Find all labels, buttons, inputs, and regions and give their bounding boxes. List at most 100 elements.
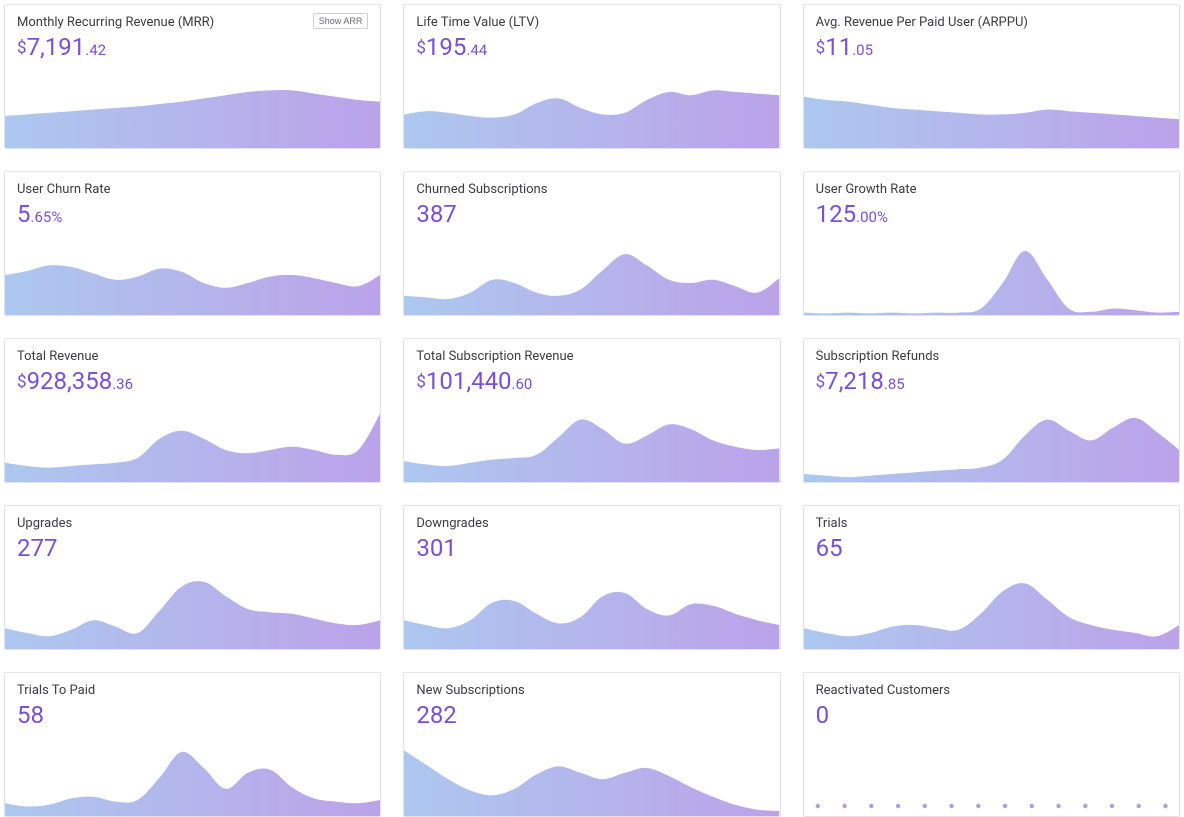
sparkline-chart [404,402,779,482]
value-prefix: $ [416,372,426,392]
value-main: 928,358 [27,367,113,395]
sparkline-chart [5,402,380,482]
sparkline-chart [404,736,779,816]
value-decimal: .44 [466,41,487,59]
sparkline-chart [5,736,380,816]
value-main: 7,218 [825,367,884,395]
sparkline-chart [404,569,779,649]
card-header: Reactivated Customers [804,673,1179,702]
metric-card-churn-rate[interactable]: User Churn Rate 5.65% [4,171,381,316]
metric-card-arppu[interactable]: Avg. Revenue Per Paid User (ARPPU) $11.05 [803,4,1180,149]
value-decimal: .00% [856,208,888,226]
card-title: Downgrades [416,516,488,531]
card-title: Total Subscription Revenue [416,349,573,364]
value-main: 282 [416,701,456,729]
value-main: 301 [416,534,456,562]
card-title: Churned Subscriptions [416,182,547,197]
card-header: Trials [804,506,1179,535]
card-header: Total Revenue [5,339,380,368]
metric-card-growth-rate[interactable]: User Growth Rate 125.00% [803,171,1180,316]
value-decimal: .36 [112,375,133,393]
card-header: Trials To Paid [5,673,380,702]
value-decimal: .85 [884,375,905,393]
card-value: $7,191.42 [5,34,380,60]
card-title: Life Time Value (LTV) [416,15,539,30]
card-title: Upgrades [17,516,72,531]
card-value: 0 [804,702,1179,728]
value-main: 7,191 [27,33,86,61]
sparkline-chart [5,569,380,649]
metric-card-new-subs[interactable]: New Subscriptions282 [403,672,780,817]
card-value: $928,358.36 [5,368,380,394]
metric-card-trials[interactable]: Trials 65 [803,505,1180,650]
metric-card-mrr[interactable]: Monthly Recurring Revenue (MRR) Show ARR $… [4,4,381,149]
card-title: User Growth Rate [816,182,917,197]
sparkline-chart [5,235,380,315]
value-prefix: $ [17,38,27,58]
metric-card-total-sub-revenue[interactable]: Total Subscription Revenue $101,440.60 [403,338,780,483]
value-prefix: $ [17,372,27,392]
card-value: 387 [404,201,779,227]
value-main: 101,440 [426,367,512,395]
metric-card-reactivated[interactable]: Reactivated Customers 0 [803,672,1180,817]
value-main: 0 [816,701,830,729]
metric-card-ltv[interactable]: Life Time Value (LTV) $195.44 [403,4,780,149]
metric-card-trials-to-paid[interactable]: Trials To Paid 58 [4,672,381,817]
value-decimal: .42 [85,41,106,59]
card-value: 125.00% [804,201,1179,227]
card-header: Churned Subscriptions [404,172,779,201]
value-main: 11 [825,33,852,61]
card-title: Trials [816,516,848,531]
value-main: 65 [816,534,843,562]
metric-card-sub-refunds[interactable]: Subscription Refunds $7,218.85 [803,338,1180,483]
card-value: 277 [5,535,380,561]
card-title: User Churn Rate [17,182,111,197]
value-main: 277 [17,534,57,562]
card-value: $11.05 [804,34,1179,60]
card-value: 301 [404,535,779,561]
card-header: Total Subscription Revenue [404,339,779,368]
card-value: $195.44 [404,34,779,60]
sparkline-chart [404,235,779,315]
show-arr-button[interactable]: Show ARR [313,13,369,29]
sparkline-chart [804,235,1179,315]
sparkline-chart [5,68,380,148]
card-value: $101,440.60 [404,368,779,394]
value-prefix: $ [816,38,826,58]
card-value: $7,218.85 [804,368,1179,394]
metric-card-downgrades[interactable]: Downgrades 301 [403,505,780,650]
value-decimal: .60 [512,375,533,393]
value-main: 195 [426,33,466,61]
sparkline-chart [404,68,779,148]
metric-card-churned-subs[interactable]: Churned Subscriptions 387 [403,171,780,316]
card-title: Reactivated Customers [816,683,950,698]
card-header: New Subscriptions [404,673,779,702]
card-title: Subscription Refunds [816,349,940,364]
metrics-grid: Monthly Recurring Revenue (MRR) Show ARR $… [0,0,1184,817]
card-header: User Growth Rate [804,172,1179,201]
sparkline-chart [804,736,1179,816]
card-header: Downgrades [404,506,779,535]
card-value: 58 [5,702,380,728]
value-main: 387 [416,200,456,228]
card-header: Upgrades [5,506,380,535]
value-prefix: $ [816,372,826,392]
card-value: 5.65% [5,201,380,227]
value-decimal: .65% [31,208,63,226]
card-title: Trials To Paid [17,683,95,698]
card-title: Monthly Recurring Revenue (MRR) [17,15,214,30]
card-header: Monthly Recurring Revenue (MRR) Show ARR [5,5,380,34]
value-decimal: .05 [852,41,873,59]
card-title: Avg. Revenue Per Paid User (ARPPU) [816,15,1028,30]
card-title: Total Revenue [17,349,98,364]
value-main: 5 [17,200,31,228]
card-header: Life Time Value (LTV) [404,5,779,34]
sparkline-chart [804,402,1179,482]
sparkline-chart [804,68,1179,148]
card-header: User Churn Rate [5,172,380,201]
card-header: Avg. Revenue Per Paid User (ARPPU) [804,5,1179,34]
metric-card-total-revenue[interactable]: Total Revenue $928,358.36 [4,338,381,483]
card-value: 282 [404,702,779,728]
value-main: 125 [816,200,856,228]
metric-card-upgrades[interactable]: Upgrades 277 [4,505,381,650]
